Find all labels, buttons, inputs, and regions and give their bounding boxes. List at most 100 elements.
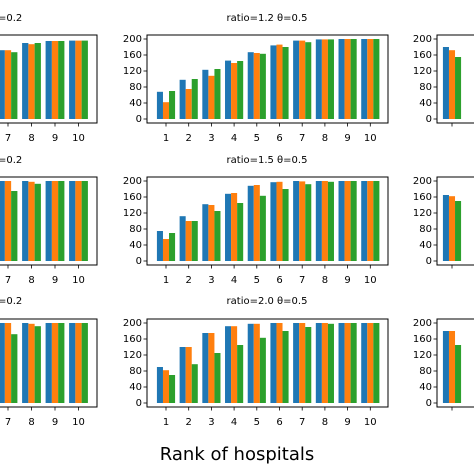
bar bbox=[169, 375, 176, 403]
bar bbox=[225, 193, 232, 261]
bar bbox=[270, 323, 277, 403]
chart-title: ratio=1.5 θ=0.5 bbox=[227, 155, 308, 166]
bar bbox=[293, 323, 300, 403]
bar bbox=[185, 89, 192, 119]
x-tick-label: 3 bbox=[208, 133, 214, 144]
x-tick-label: 7 bbox=[299, 133, 305, 144]
bar bbox=[28, 44, 35, 120]
y-tick-label: 80 bbox=[129, 82, 142, 93]
y-tick-label: 80 bbox=[419, 366, 432, 377]
bar bbox=[321, 181, 328, 261]
bar bbox=[208, 205, 215, 261]
x-tick-label: 7 bbox=[5, 133, 11, 144]
bar bbox=[191, 79, 198, 119]
x-tick-label: 5 bbox=[254, 133, 260, 144]
axes-frame bbox=[0, 318, 98, 408]
bar bbox=[350, 39, 357, 119]
bar bbox=[276, 44, 283, 119]
bar bbox=[350, 181, 357, 261]
bar bbox=[0, 323, 5, 403]
bar bbox=[75, 323, 82, 403]
x-tick-label: 1 bbox=[163, 275, 169, 286]
bar bbox=[350, 323, 357, 403]
bar bbox=[169, 233, 176, 261]
bar bbox=[0, 50, 5, 120]
x-tick-label: 9 bbox=[52, 275, 58, 286]
bar bbox=[28, 323, 35, 403]
x-tick-label: 4 bbox=[231, 417, 237, 428]
y-tick-label: 0 bbox=[136, 114, 142, 125]
bar bbox=[327, 181, 334, 261]
bar bbox=[11, 52, 18, 120]
x-tick-label: 10 bbox=[72, 275, 85, 286]
bar bbox=[361, 323, 368, 403]
y-tick-label: 160 bbox=[413, 192, 432, 203]
chart-title: ratio=2.0 θ=0.5 bbox=[227, 296, 308, 307]
y-tick-label: 40 bbox=[419, 98, 432, 109]
y-tick-label: 80 bbox=[419, 82, 432, 93]
x-tick-label: 7 bbox=[299, 275, 305, 286]
bar bbox=[4, 323, 12, 403]
x-tick-label: 1 bbox=[163, 133, 169, 144]
bar bbox=[28, 181, 35, 261]
bar bbox=[75, 40, 82, 119]
bar bbox=[191, 364, 198, 403]
y-tick-label: 120 bbox=[413, 350, 432, 361]
bar bbox=[247, 52, 254, 120]
bar bbox=[270, 182, 277, 261]
bar bbox=[305, 184, 312, 261]
y-tick-label: 120 bbox=[123, 208, 142, 219]
bar bbox=[231, 326, 238, 403]
x-tick-label: 3 bbox=[208, 417, 214, 428]
chart-title: =0.2 bbox=[0, 155, 22, 166]
bar bbox=[156, 367, 163, 403]
bar bbox=[45, 181, 52, 261]
x-tick-label: 7 bbox=[5, 417, 11, 428]
bar bbox=[214, 211, 221, 261]
y-tick-label: 200 bbox=[123, 318, 142, 329]
bar bbox=[237, 345, 244, 403]
bar bbox=[81, 181, 88, 261]
axes-frame bbox=[436, 318, 474, 408]
bar bbox=[282, 331, 289, 403]
bar bbox=[253, 53, 260, 119]
bar bbox=[11, 191, 18, 261]
bar bbox=[202, 69, 209, 119]
bar bbox=[4, 50, 12, 120]
bar bbox=[373, 323, 380, 403]
bar bbox=[58, 41, 65, 119]
y-tick-label: 40 bbox=[129, 98, 142, 109]
y-tick-label: 0 bbox=[426, 256, 432, 267]
y-tick-label: 200 bbox=[413, 318, 432, 329]
bar bbox=[162, 239, 170, 261]
x-tick-label: 2 bbox=[186, 275, 192, 286]
y-tick-label: 120 bbox=[413, 208, 432, 219]
x-tick-label: 8 bbox=[28, 133, 34, 144]
bar bbox=[448, 196, 456, 261]
bar bbox=[45, 41, 52, 119]
bar bbox=[69, 40, 76, 119]
bar bbox=[4, 181, 12, 261]
bar bbox=[34, 183, 41, 261]
axes-frame bbox=[146, 318, 389, 408]
x-axis-label: Rank of hospitals bbox=[160, 444, 314, 465]
y-tick-label: 0 bbox=[426, 398, 432, 409]
x-tick-label: 1 bbox=[163, 417, 169, 428]
bar bbox=[179, 79, 186, 119]
bar bbox=[156, 231, 163, 261]
y-tick-label: 200 bbox=[123, 176, 142, 187]
x-tick-label: 2 bbox=[186, 133, 192, 144]
y-tick-label: 0 bbox=[136, 256, 142, 267]
bar bbox=[455, 57, 462, 119]
bar bbox=[327, 323, 334, 403]
bar bbox=[344, 323, 351, 403]
chart-title: ratio=1.2 θ=0.5 bbox=[227, 13, 308, 24]
y-tick-label: 160 bbox=[413, 334, 432, 345]
bar bbox=[367, 323, 374, 403]
bar bbox=[305, 327, 312, 403]
y-tick-label: 40 bbox=[419, 240, 432, 251]
bar bbox=[75, 181, 82, 261]
axes-frame bbox=[0, 34, 98, 124]
y-tick-label: 80 bbox=[129, 366, 142, 377]
x-tick-label: 10 bbox=[72, 417, 85, 428]
